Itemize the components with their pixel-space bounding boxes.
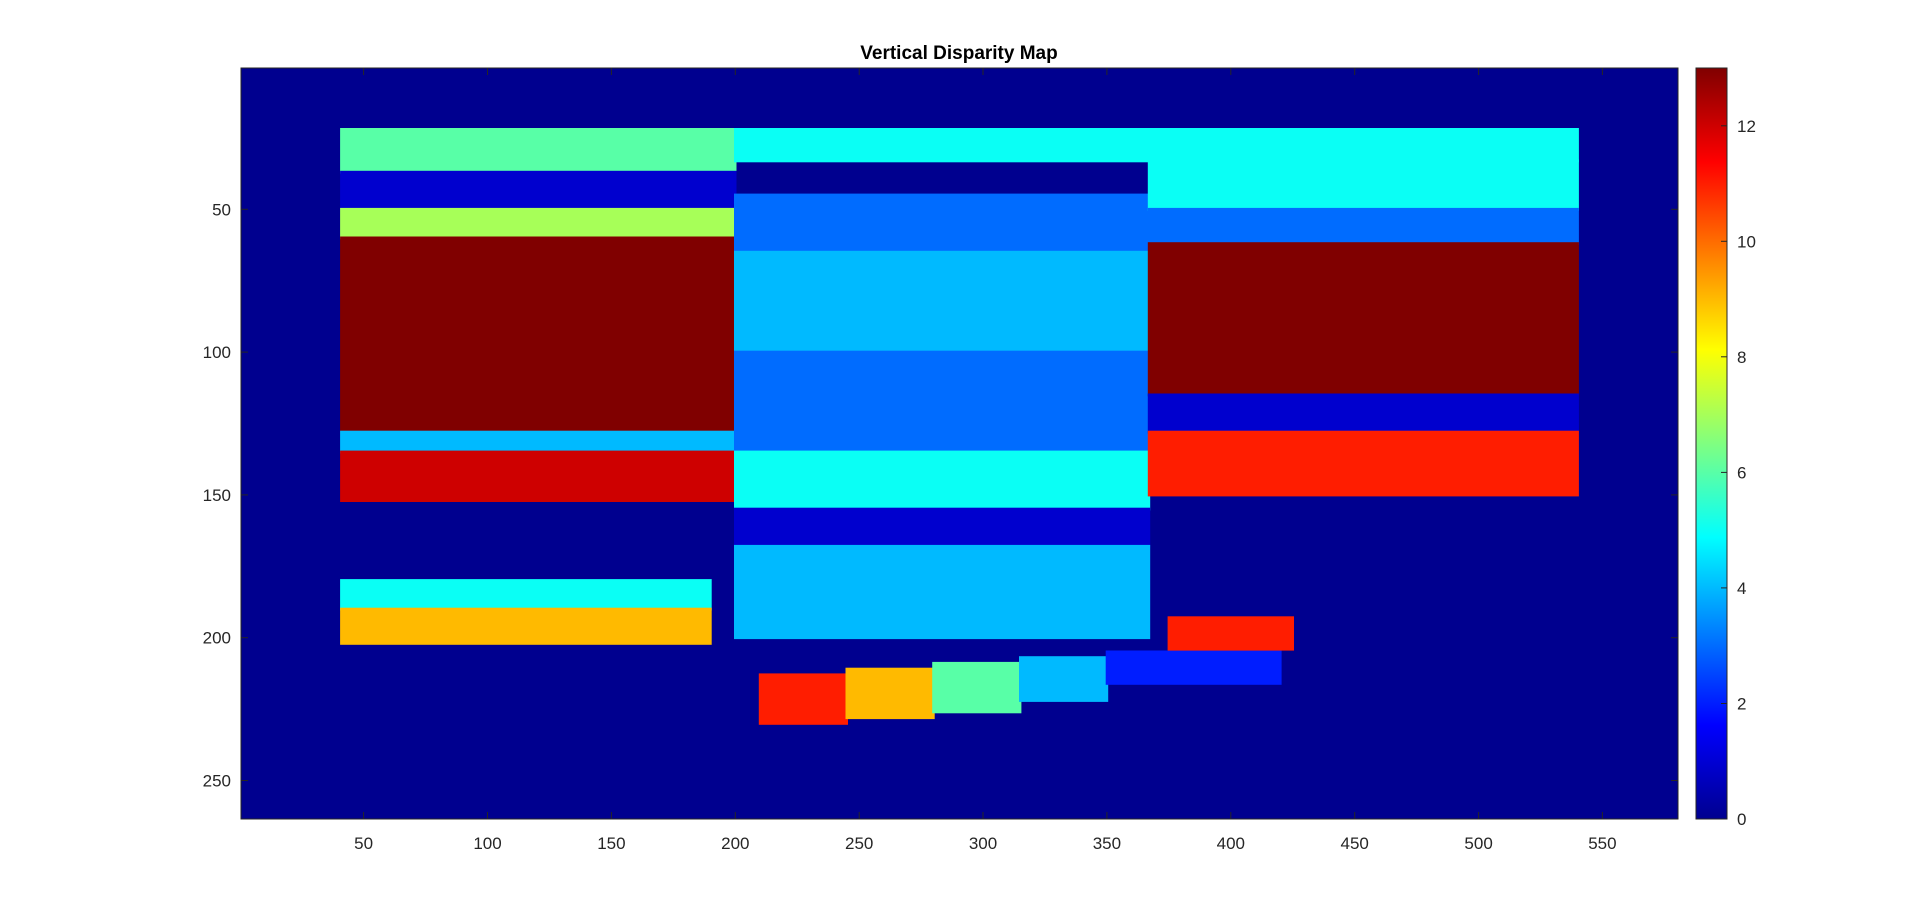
- heatmap-region-23: [1019, 656, 1109, 702]
- y-tick-label: 100: [203, 343, 231, 362]
- heatmap-region-16: [1147, 393, 1579, 434]
- x-tick-label: 500: [1464, 834, 1492, 853]
- colorbar-tick-label: 12: [1737, 117, 1756, 136]
- heatmap-region-1: [734, 128, 1579, 163]
- x-tick-label: 550: [1588, 834, 1616, 853]
- heatmap-region-5: [340, 430, 737, 454]
- y-tick-label: 150: [203, 486, 231, 505]
- y-tick-label: 250: [203, 772, 231, 791]
- heatmap-region-24: [1105, 650, 1282, 685]
- heatmap-region-2: [340, 170, 737, 211]
- x-tick-label: 100: [473, 834, 501, 853]
- heatmap-regions: [340, 128, 1579, 725]
- heatmap-region-4: [340, 236, 737, 434]
- x-tick-label: 300: [969, 834, 997, 853]
- heatmap-region-14: [1147, 207, 1579, 245]
- colorbar: [1695, 67, 1728, 820]
- heatmap-region-9: [734, 350, 1151, 454]
- colorbar-tick-label: 8: [1737, 348, 1746, 367]
- heatmap-region-15: [1147, 242, 1579, 397]
- heatmap-region-21: [845, 667, 935, 720]
- x-tick-label: 150: [597, 834, 625, 853]
- chart-title: Vertical Disparity Map: [860, 43, 1057, 64]
- x-tick-label: 200: [721, 834, 749, 853]
- plot-frame: [240, 67, 1679, 820]
- x-tick-label: 50: [354, 834, 373, 853]
- heatmap-region-18: [340, 579, 712, 611]
- x-tick-label: 400: [1217, 834, 1245, 853]
- heatmap-region-17: [1147, 430, 1579, 497]
- x-tick-label: 250: [845, 834, 873, 853]
- colorbar-tick-label: 6: [1737, 463, 1746, 482]
- x-tick-label: 450: [1341, 834, 1369, 853]
- colorbar-tick-label: 10: [1737, 232, 1756, 251]
- x-tick-label: 350: [1093, 834, 1121, 853]
- colorbar-tick-label: 0: [1737, 810, 1746, 829]
- colorbar-tick-label: 4: [1737, 579, 1746, 598]
- y-tick-label: 200: [203, 629, 231, 648]
- heatmap-region-6: [340, 450, 737, 502]
- y-tick-label: 50: [212, 200, 231, 219]
- colorbar-ticks: 0 2 4 6 8 10 12: [1721, 117, 1756, 829]
- heatmap-region-10: [734, 450, 1151, 511]
- heatmap-region-19: [340, 607, 712, 645]
- colorbar-tick-label: 2: [1737, 695, 1746, 714]
- heatmap-region-3: [340, 207, 737, 240]
- y-axis: 50 100 150 200 250: [203, 200, 1678, 791]
- heatmap-region-12: [734, 544, 1151, 640]
- heatmap-region-13: [1147, 159, 1579, 211]
- heatmap-region-22: [932, 661, 1022, 714]
- heatmap-region-0: [340, 128, 737, 174]
- heatmap-region-11: [734, 507, 1151, 548]
- x-axis: 50 100 150 200 250 300 350 400 450 500 550: [354, 68, 1617, 853]
- heatmap-region-20: [758, 673, 848, 725]
- heatmap-region-7: [734, 193, 1151, 254]
- heatmap-region-25: [1167, 616, 1294, 651]
- heatmap-region-8: [734, 250, 1151, 354]
